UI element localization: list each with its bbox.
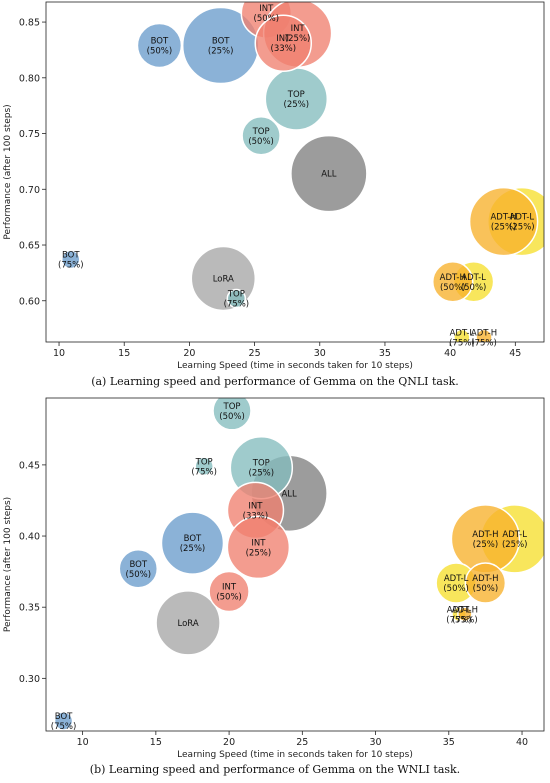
- bubbles: [61, 2, 544, 342]
- bubble-label: TOP (50%): [248, 127, 274, 147]
- bubble-label: ADT-H (50%): [440, 273, 466, 293]
- y-tick-label: 0.35: [19, 603, 40, 614]
- bubble-label: TOP (50%): [219, 402, 245, 422]
- x-tick-label: 15: [150, 737, 162, 748]
- bubble-label: BOT (75%): [51, 712, 77, 732]
- bubble-label: INT (50%): [254, 4, 280, 24]
- bubble-top: [226, 288, 247, 309]
- x-tick-label: 20: [223, 737, 235, 748]
- bubble-label: BOT (25%): [180, 534, 206, 554]
- bubbles: [53, 398, 544, 731]
- bubble-top: [194, 456, 214, 477]
- bubble-label: ALL: [281, 489, 297, 499]
- y-tick-label: 0.30: [19, 674, 40, 685]
- bubble-adt-h: [468, 186, 539, 257]
- y-tick-label: 0.75: [19, 129, 40, 140]
- x-tick-label: 30: [314, 348, 326, 359]
- bubble-label: LoRA: [213, 274, 234, 284]
- bubble-label: LoRA: [177, 619, 198, 629]
- bubble-label: ADT-L (50%): [443, 574, 469, 594]
- bubble-bot: [118, 549, 159, 589]
- bubble-int: [226, 515, 291, 580]
- y-tick-label: 0.45: [19, 460, 40, 471]
- x-tick-label: 25: [249, 348, 261, 359]
- y-tick-label: 0.40: [19, 532, 40, 543]
- bubble-label: ADT-L (25%): [509, 213, 535, 233]
- bubble-bot: [136, 22, 183, 69]
- bubble-label: INT (25%): [246, 538, 272, 558]
- x-tick-label: 40: [516, 737, 528, 748]
- x-tick-label: 35: [379, 348, 391, 359]
- x-tick-label: 25: [296, 737, 308, 748]
- chart-panel-1: ALL LoRA TOP (25%) TOP (50%) TOP (75%) BOT (25%) B…: [3, 397, 545, 760]
- y-tick-label: 0.70: [19, 185, 40, 196]
- bubble-int: [208, 570, 250, 613]
- bubble-adt-h: [475, 328, 493, 342]
- bubble-label: ADT-L (75%): [446, 605, 472, 625]
- bubble-label: TOP (75%): [191, 457, 217, 477]
- bubble-label: ADT-H (75%): [471, 329, 497, 349]
- caption-wnli: (b) Learning speed and performance of Ge…: [89, 763, 461, 776]
- bubble-bot: [61, 249, 81, 270]
- bubble-adt-h: [431, 261, 474, 303]
- bubble-label: TOP (25%): [249, 459, 275, 479]
- x-tick-label: 35: [443, 737, 455, 748]
- bubble-label: ADT-H (25%): [490, 213, 516, 233]
- x-tick-label: 30: [370, 737, 382, 748]
- bubble-label: BOT (75%): [58, 251, 84, 271]
- bubble-adt-h: [457, 606, 473, 623]
- bubble-top: [241, 116, 281, 156]
- x-tick-label: 40: [444, 348, 456, 359]
- bubble-label: ADT-H (75%): [452, 605, 478, 625]
- x-tick-label: 15: [118, 348, 130, 359]
- y-tick-label: 0.80: [19, 73, 40, 84]
- bubble-label: ADT-L (50%): [461, 273, 487, 293]
- bubble-label: ADT-H (25%): [472, 530, 498, 550]
- y-tick-label: 0.60: [19, 296, 40, 307]
- plot-frame: [45, 1, 545, 343]
- y-axis-label: Performance (after 100 steps): [3, 497, 13, 632]
- x-tick-label: 45: [509, 348, 521, 359]
- y-tick-label: 0.85: [19, 18, 40, 29]
- bubble-all: [290, 134, 368, 213]
- x-tick-label: 10: [53, 348, 65, 359]
- bubble-bot: [160, 511, 225, 575]
- y-axis-label: Performance (after 100 steps): [3, 104, 13, 239]
- bubble-int: [254, 14, 313, 72]
- x-tick-label: 10: [77, 737, 89, 748]
- x-axis-label: Learning Speed (time in seconds taken fo…: [177, 361, 413, 371]
- bubble-label: ALL: [321, 170, 337, 180]
- bubble-label: ADT-L (25%): [502, 530, 528, 550]
- bubble-lora: [155, 590, 221, 656]
- bubble-adt-h: [464, 562, 507, 604]
- bubble-label: BOT (50%): [147, 36, 173, 56]
- bubble-label: INT (25%): [285, 24, 311, 44]
- bubble-label: ADT-H (50%): [472, 574, 498, 594]
- caption-qnli: (a) Learning speed and performance of Ge…: [91, 375, 459, 388]
- bubble-label: BOT (25%): [208, 36, 234, 56]
- plot-frame: [45, 397, 545, 732]
- bubble-bot: [53, 711, 74, 731]
- bubble-adt-l: [453, 328, 471, 342]
- bubble-label: BOT (50%): [126, 560, 152, 580]
- x-axis-label: Learning Speed (time in seconds taken fo…: [177, 750, 413, 760]
- bubble-label: TOP (75%): [224, 290, 250, 310]
- x-tick-label: 20: [183, 348, 195, 359]
- y-tick-label: 0.65: [19, 241, 40, 252]
- bubble-label: INT (33%): [243, 501, 269, 521]
- bubble-label: ADT-L (75%): [449, 329, 475, 349]
- bubble-top: [212, 398, 252, 431]
- bubble-label: INT (33%): [271, 34, 297, 54]
- bubble-label: TOP (25%): [284, 90, 310, 110]
- bubble-label: INT (50%): [216, 583, 242, 603]
- chart-panel-0: ALL LoRA TOP (25%) TOP (50%) TOP (75%) BOT (25%) B…: [3, 1, 545, 371]
